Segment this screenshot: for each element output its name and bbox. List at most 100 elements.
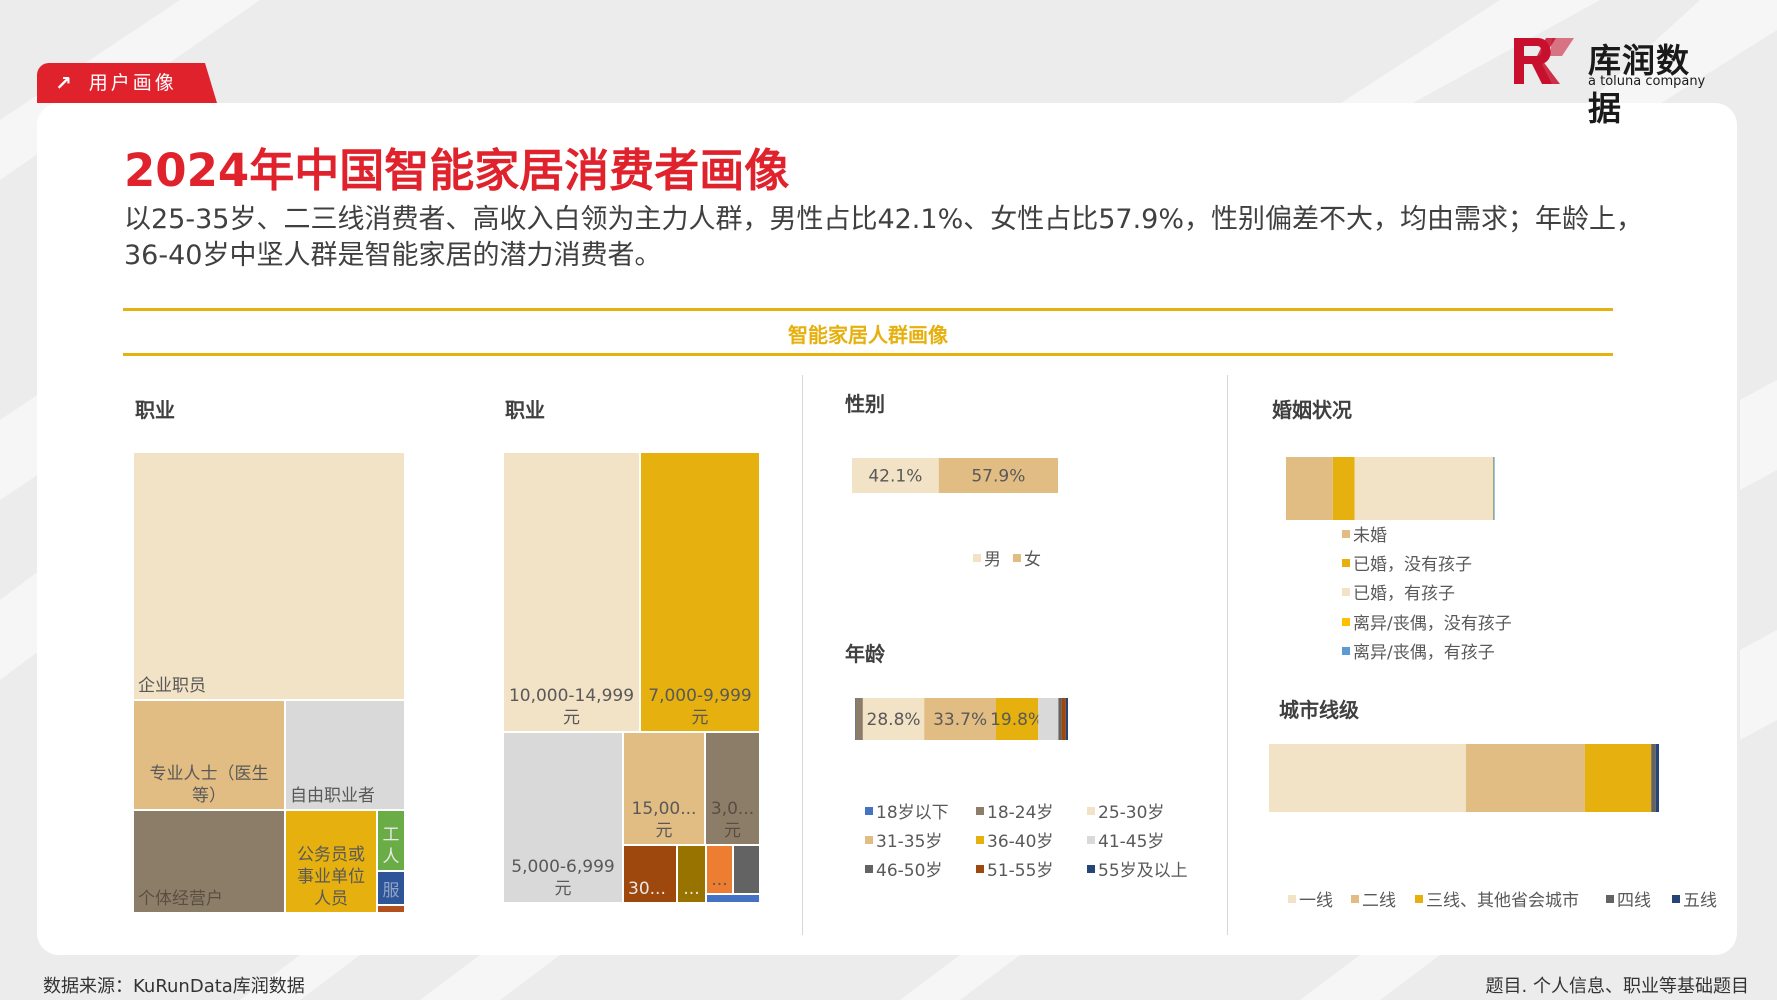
legend-label: 36-40岁 bbox=[987, 832, 1054, 852]
band-bottom-rule bbox=[123, 353, 1613, 356]
legend-item: 55岁及以上 bbox=[1087, 856, 1188, 881]
data-source-note: 数据来源：KuRunData库润数据 bbox=[43, 976, 305, 997]
column-divider bbox=[1227, 375, 1228, 935]
occupation-chart-title: 职业 bbox=[135, 398, 175, 422]
legend-label: 三线、其他省会城市 bbox=[1426, 891, 1579, 911]
legend-item: 51-55岁 bbox=[976, 856, 1053, 881]
legend-item: 36-40岁 bbox=[976, 827, 1053, 852]
section-tag: ↗ 用户画像 bbox=[37, 63, 217, 103]
legend-swatch bbox=[973, 554, 981, 562]
legend-item: 五线 bbox=[1672, 886, 1717, 911]
legend-swatch bbox=[1087, 836, 1095, 844]
arrow-up-right-icon: ↗ bbox=[55, 71, 75, 95]
legend-item: 25-30岁 bbox=[1087, 798, 1164, 823]
brand-logo: 库润数据 a toluna company bbox=[1512, 34, 1722, 128]
tile-label: 7,000-9,999元 bbox=[648, 686, 752, 728]
treemap-tile: 5,000-6,999元 bbox=[503, 732, 623, 903]
legend-label: 18岁以下 bbox=[876, 803, 949, 823]
tile-label: 公务员或事业单位人员 bbox=[297, 845, 365, 909]
tile-label: 服 bbox=[382, 881, 400, 901]
legend-swatch bbox=[1672, 895, 1680, 903]
legend-item: 18-24岁 bbox=[976, 798, 1053, 823]
marital-chart-title: 婚姻状况 bbox=[1272, 398, 1352, 422]
legend-label: 55岁及以上 bbox=[1098, 861, 1188, 881]
treemap-tile: 个体经营户 bbox=[133, 810, 285, 913]
legend-swatch bbox=[1087, 807, 1095, 815]
question-note: 题目. 个人信息、职业等基础题目 bbox=[1485, 976, 1749, 997]
treemap-tile: 7,000-9,999元 bbox=[640, 452, 760, 732]
legend-label: 四线 bbox=[1617, 891, 1651, 911]
tile-label: 30... bbox=[628, 879, 666, 899]
legend-swatch bbox=[1342, 647, 1350, 655]
legend-swatch bbox=[1415, 895, 1423, 903]
section-tag-label: 用户画像 bbox=[88, 71, 177, 94]
legend-swatch bbox=[1342, 588, 1350, 596]
legend-swatch bbox=[1087, 865, 1095, 873]
legend-item: 未婚 bbox=[1342, 521, 1387, 546]
tile-label: 企业职员 bbox=[138, 676, 206, 696]
treemap-tile: 服 bbox=[377, 871, 405, 905]
tile-label: ... bbox=[683, 879, 700, 899]
legend-item: 18岁以下 bbox=[865, 798, 949, 823]
legend-item: 41-45岁 bbox=[1087, 827, 1164, 852]
income-chart-title: 职业 bbox=[505, 398, 545, 422]
legend-swatch bbox=[865, 836, 873, 844]
treemap-tile: ... bbox=[677, 845, 706, 903]
legend-swatch bbox=[1342, 559, 1350, 567]
legend-label: 未婚 bbox=[1353, 526, 1387, 546]
legend-swatch bbox=[1606, 895, 1614, 903]
treemap-tile: 自由职业者 bbox=[285, 700, 405, 810]
tile-label: 5,000-6,999元 bbox=[511, 857, 615, 899]
legend-item: 男 bbox=[973, 545, 1001, 570]
treemap-tile: 工人 bbox=[377, 810, 405, 871]
legend-label: 男 bbox=[984, 550, 1001, 570]
legend-swatch bbox=[1351, 895, 1359, 903]
treemap-tile: 3,0...元 bbox=[705, 732, 760, 845]
column-divider bbox=[802, 375, 803, 935]
legend-label: 41-45岁 bbox=[1098, 832, 1165, 852]
legend-label: 已婚，有孩子 bbox=[1353, 584, 1455, 604]
city-tier-chart-title: 城市线级 bbox=[1279, 698, 1359, 722]
legend-label: 51-55岁 bbox=[987, 861, 1054, 881]
legend-item: 已婚，有孩子 bbox=[1342, 579, 1455, 604]
logo-chinese-text: 库润数据 bbox=[1588, 41, 1690, 128]
legend-label: 31-35岁 bbox=[876, 832, 943, 852]
band-title: 智能家居人群画像 bbox=[788, 323, 948, 347]
tile-label: 个体经营户 bbox=[138, 889, 223, 909]
treemap-tile: 专业人士（医生等） bbox=[133, 700, 285, 810]
page-subtitle: 以25-35岁、二三线消费者、高收入白领为主力人群，男性占比42.1%、女性占比… bbox=[124, 204, 1643, 271]
tile-label: 3,0...元 bbox=[710, 799, 755, 841]
treemap-tile: 公务员或事业单位人员 bbox=[285, 810, 377, 913]
tile-label: 自由职业者 bbox=[290, 786, 375, 806]
tile-label: ... bbox=[711, 870, 728, 890]
tile-label: 专业人士（医生等） bbox=[149, 764, 269, 806]
legend-swatch bbox=[1288, 895, 1296, 903]
treemap-tile: 30... bbox=[623, 845, 677, 903]
treemap-tile: 企业职员 bbox=[133, 452, 405, 700]
legend-swatch bbox=[1342, 618, 1350, 626]
legend-item: 四线 bbox=[1606, 886, 1651, 911]
logo-english-text: a toluna company bbox=[1588, 74, 1706, 89]
legend-label: 18-24岁 bbox=[987, 803, 1054, 823]
legend-swatch bbox=[865, 865, 873, 873]
legend-swatch bbox=[1013, 554, 1021, 562]
band-top-rule bbox=[123, 308, 1613, 311]
treemap-tile bbox=[706, 894, 760, 903]
legend-label: 25-30岁 bbox=[1098, 803, 1165, 823]
tile-label: 10,000-14,999元 bbox=[508, 686, 635, 728]
legend-label: 五线 bbox=[1683, 891, 1717, 911]
legend-label: 46-50岁 bbox=[876, 861, 943, 881]
legend-item: 一线 bbox=[1288, 886, 1333, 911]
legend-item: 已婚，没有孩子 bbox=[1342, 550, 1472, 575]
legend-label: 二线 bbox=[1362, 891, 1396, 911]
legend-item: 女 bbox=[1013, 545, 1041, 570]
legend-label: 女 bbox=[1024, 550, 1041, 570]
treemap-tile bbox=[733, 845, 760, 894]
legend-swatch bbox=[976, 865, 984, 873]
age-chart-title: 年龄 bbox=[845, 642, 885, 666]
tile-label: 工人 bbox=[382, 825, 400, 867]
treemap-tile bbox=[377, 905, 405, 913]
legend-label: 离异/丧偶，没有孩子 bbox=[1353, 614, 1512, 634]
legend-item: 46-50岁 bbox=[865, 856, 942, 881]
page-title: 2024年中国智能家居消费者画像 bbox=[124, 144, 790, 197]
